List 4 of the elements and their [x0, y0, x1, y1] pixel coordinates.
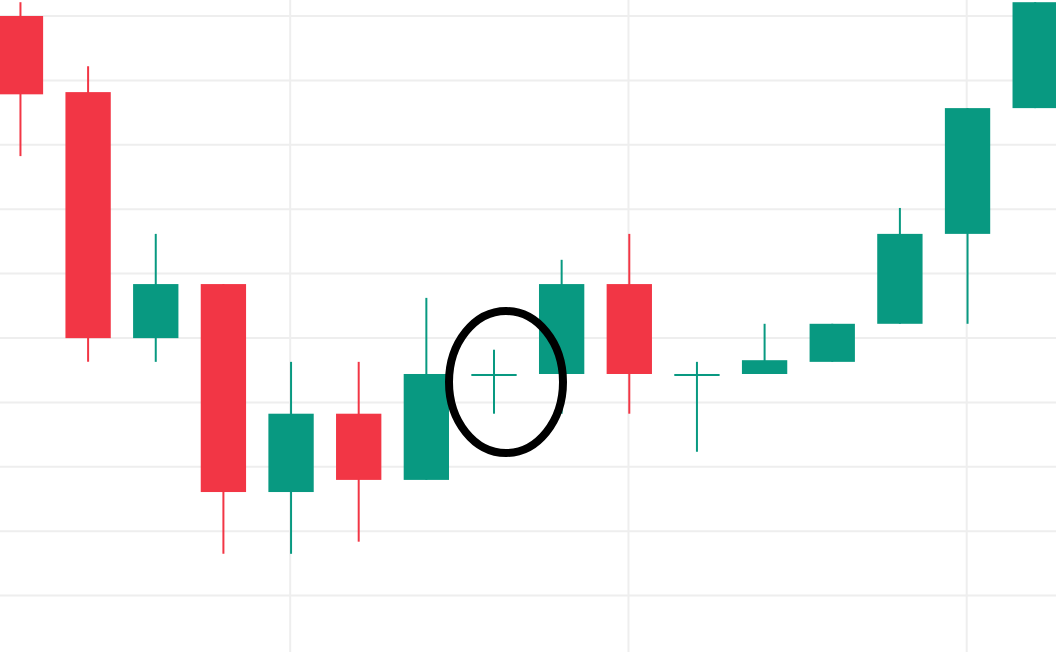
- candlestick: [674, 360, 720, 453]
- candlestick: [809, 322, 855, 363]
- candlestick: [741, 322, 788, 375]
- candlestick: [471, 348, 517, 415]
